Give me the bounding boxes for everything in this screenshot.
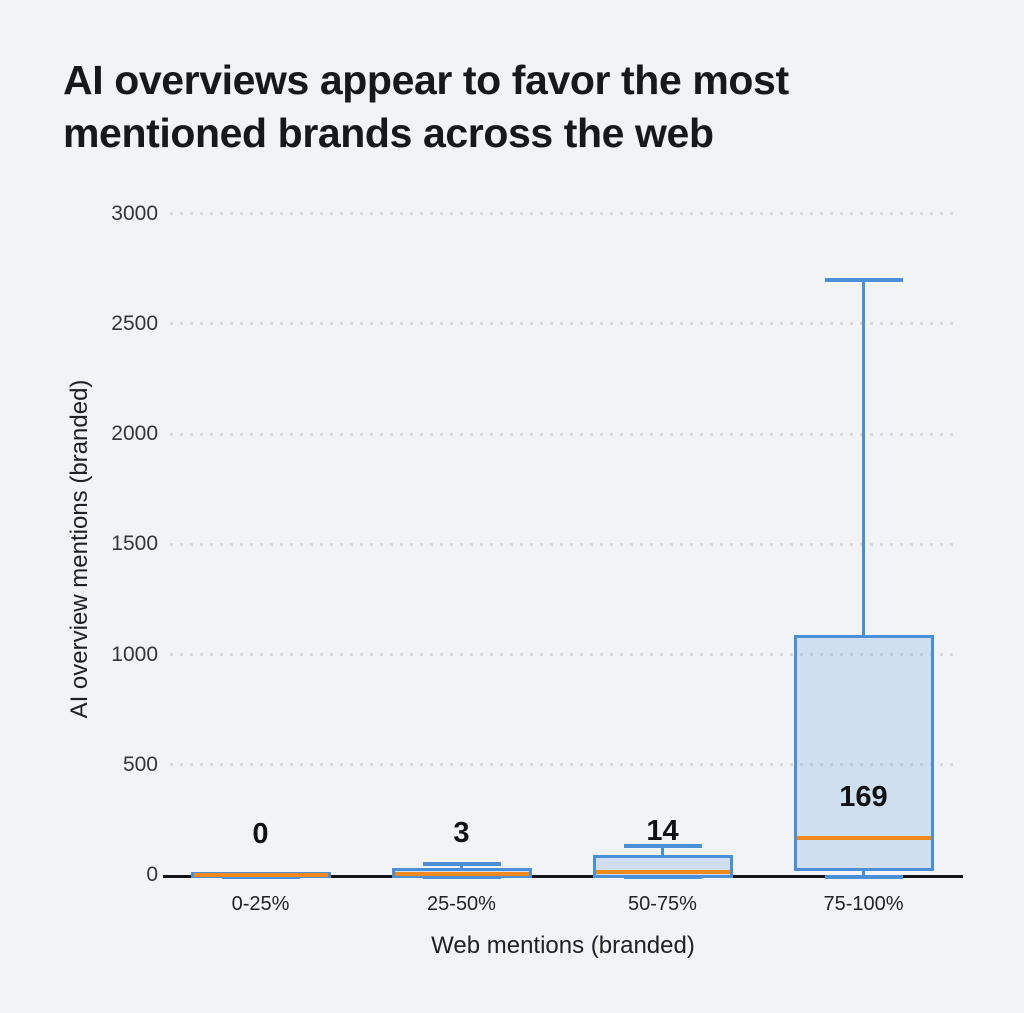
gridline-2500 (170, 322, 960, 326)
median-value-label: 3 (453, 817, 470, 850)
median-line (796, 835, 931, 840)
x-tick-label-50-75%: 50-75% (628, 893, 697, 915)
chart-title: AI overviews appear to favor the most men… (63, 54, 789, 160)
median-value-label: 169 (839, 780, 888, 813)
upper-whisker-cap (422, 861, 501, 866)
lower-whisker-cap (824, 875, 903, 879)
y-tick-label-1000: 1000 (111, 642, 158, 666)
box-75-100% (793, 634, 934, 872)
gridline-3000 (170, 212, 960, 215)
median-value-label: 0 (252, 818, 269, 850)
y-tick-label-0: 0 (146, 863, 158, 886)
x-tick-label-75-100%: 75-100% (823, 893, 904, 915)
gridline-1000 (170, 653, 960, 656)
x-tick-label-0-25%: 0-25% (231, 893, 290, 915)
chart-title-line2: mentioned brands across the web (63, 110, 714, 156)
median-line (394, 872, 529, 877)
x-tick-label-25-50%: 25-50% (427, 893, 496, 915)
y-tick-label-1500: 1500 (111, 532, 158, 556)
upper-whisker-cap (824, 277, 903, 282)
chart-title-line1: AI overviews appear to favor the most (63, 57, 789, 103)
median-value-label: 14 (646, 814, 679, 847)
y-tick-label-500: 500 (122, 752, 158, 776)
x-axis-line (163, 875, 963, 878)
y-tick-label-3000: 3000 (111, 201, 158, 225)
y-tick-label-2000: 2000 (111, 422, 158, 445)
lower-whisker-stem (862, 868, 865, 875)
upper-whisker-cap (623, 844, 702, 849)
gridline-1500 (170, 542, 960, 546)
y-tick-label-2500: 2500 (111, 311, 158, 335)
gridline-500 (170, 763, 960, 767)
upper-whisker-stem (460, 863, 463, 871)
gridline-2000 (170, 432, 960, 436)
upper-whisker-stem (661, 846, 664, 859)
x-axis-title: Web mentions (branded) (431, 932, 695, 959)
median-line (193, 873, 328, 877)
upper-whisker-stem (862, 279, 865, 638)
median-line (595, 869, 730, 874)
box-50-75% (592, 855, 733, 878)
